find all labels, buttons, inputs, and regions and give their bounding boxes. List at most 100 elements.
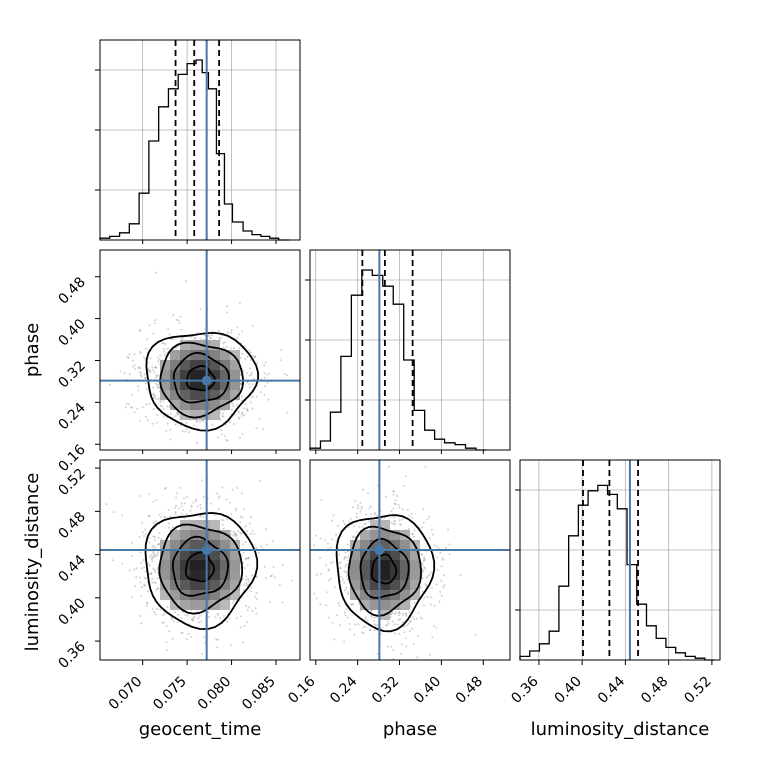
sample-point <box>233 422 236 425</box>
x-axis-label-phase: phase <box>383 719 437 740</box>
sample-point <box>156 375 159 378</box>
sample-point <box>169 515 172 518</box>
sample-point <box>236 486 239 489</box>
sample-point <box>261 427 264 430</box>
sample-point <box>165 649 168 652</box>
sample-point <box>270 574 273 577</box>
sample-point <box>413 601 416 604</box>
sample-point <box>240 414 243 417</box>
sample-point <box>180 617 183 620</box>
sample-point <box>393 623 396 626</box>
sample-point <box>231 408 234 411</box>
sample-point <box>215 492 218 495</box>
sample-point <box>255 427 258 430</box>
sample-point <box>154 382 157 385</box>
density-cell <box>360 560 370 570</box>
sample-point <box>422 556 425 559</box>
density-cell <box>210 570 220 580</box>
sample-point <box>263 385 266 388</box>
sample-point <box>142 559 145 562</box>
sample-point <box>105 503 108 506</box>
sample-point <box>152 552 155 555</box>
y-tick-label-phase: 0.40 <box>55 316 88 349</box>
sample-point <box>346 616 349 619</box>
sample-point <box>439 551 442 554</box>
sample-point <box>174 415 177 418</box>
sample-point <box>348 622 351 625</box>
sample-point <box>369 629 372 632</box>
sample-point <box>131 359 134 362</box>
sample-point <box>263 364 266 367</box>
sample-point <box>248 374 251 377</box>
sample-point <box>344 614 347 617</box>
x-tick-label-phase: 0.40 <box>411 674 444 707</box>
sample-point <box>184 517 187 520</box>
sample-point <box>140 622 143 625</box>
sample-point <box>423 558 426 561</box>
x-tick-label-phase: 0.32 <box>369 674 402 707</box>
sample-point <box>153 536 156 539</box>
sample-point <box>397 503 400 506</box>
density-cell <box>220 600 230 610</box>
sample-point <box>194 498 197 501</box>
density-cell <box>360 580 370 590</box>
sample-point <box>306 517 308 519</box>
sample-point <box>150 573 153 576</box>
density-cell <box>210 350 220 360</box>
density-cell <box>230 570 240 580</box>
density-cell <box>200 540 210 550</box>
sample-point <box>144 377 147 380</box>
sample-point <box>207 334 210 337</box>
sample-point <box>128 353 131 356</box>
sample-point <box>265 373 268 376</box>
sample-point <box>253 377 256 380</box>
sample-point <box>171 338 174 341</box>
sample-point <box>256 597 259 600</box>
sample-point <box>139 581 142 584</box>
sample-point <box>167 630 170 633</box>
sample-point <box>413 618 416 621</box>
sample-point <box>246 381 249 384</box>
sample-point <box>185 638 188 641</box>
sample-point <box>396 623 399 626</box>
sample-point <box>135 567 138 570</box>
sample-point <box>224 423 227 426</box>
density-cell <box>190 380 200 390</box>
sample-point <box>422 508 425 511</box>
sample-point <box>163 612 166 615</box>
sample-point <box>337 601 340 604</box>
sample-point <box>152 521 155 524</box>
sample-point <box>405 637 408 640</box>
sample-point <box>432 624 435 627</box>
sample-point <box>236 326 239 329</box>
sample-point <box>392 490 395 493</box>
sample-point <box>268 601 271 604</box>
sample-point <box>251 574 254 577</box>
sample-point <box>360 507 363 510</box>
sample-point <box>190 504 193 507</box>
sample-point <box>229 347 232 350</box>
density-cell <box>190 340 200 350</box>
panel-luminosity_distance_vs_phase <box>306 460 510 660</box>
sample-point <box>156 387 159 390</box>
sample-point <box>278 584 281 587</box>
y-tick-label-luminosity_distance: 0.44 <box>55 552 88 585</box>
sample-point <box>384 624 387 627</box>
density-cell <box>170 600 180 610</box>
sample-point <box>412 643 415 646</box>
sample-point <box>143 373 146 376</box>
sample-point <box>355 530 358 533</box>
sample-point <box>155 397 158 400</box>
density-cell <box>210 410 220 420</box>
sample-point <box>155 499 158 502</box>
sample-point <box>255 575 258 578</box>
sample-point <box>204 328 207 331</box>
sample-point <box>157 587 160 590</box>
y-tick-label-phase: 0.32 <box>55 358 88 391</box>
density-cell <box>180 570 190 580</box>
density-cell <box>210 360 220 370</box>
sample-point <box>220 429 223 432</box>
sample-point <box>390 510 393 513</box>
sample-point <box>184 613 187 616</box>
sample-point <box>153 322 156 325</box>
